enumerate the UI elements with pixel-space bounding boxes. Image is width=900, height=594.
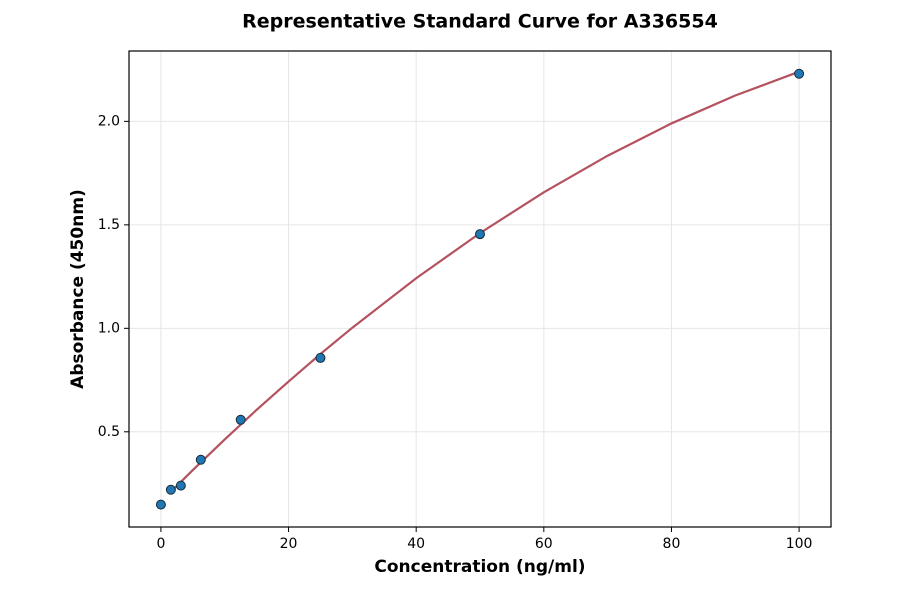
x-tick-label: 60 xyxy=(535,536,553,552)
data-point xyxy=(155,499,166,510)
fit-curve xyxy=(170,70,800,493)
x-tick-label: 40 xyxy=(407,536,425,552)
data-point xyxy=(165,484,176,495)
plot-frame xyxy=(128,50,832,528)
y-tick-label: 1.0 xyxy=(98,320,120,336)
data-point xyxy=(315,352,326,363)
x-tick-label: 80 xyxy=(663,536,681,552)
data-point xyxy=(175,480,186,491)
y-axis-label: Absorbance (450nm) xyxy=(68,189,88,389)
data-point xyxy=(235,414,246,425)
y-tick-label: 0.5 xyxy=(98,424,120,440)
x-tick-label: 20 xyxy=(280,536,298,552)
x-axis-label: Concentration (ng/ml) xyxy=(374,557,585,577)
x-tick-label: 0 xyxy=(156,536,165,552)
y-tick-label: 2.0 xyxy=(98,113,120,129)
x-tick-label: 100 xyxy=(786,536,813,552)
chart-title: Representative Standard Curve for A33655… xyxy=(242,11,718,33)
data-point xyxy=(794,68,805,79)
data-point xyxy=(475,229,485,240)
y-tick-label: 1.5 xyxy=(98,217,120,233)
data-point xyxy=(195,454,206,465)
